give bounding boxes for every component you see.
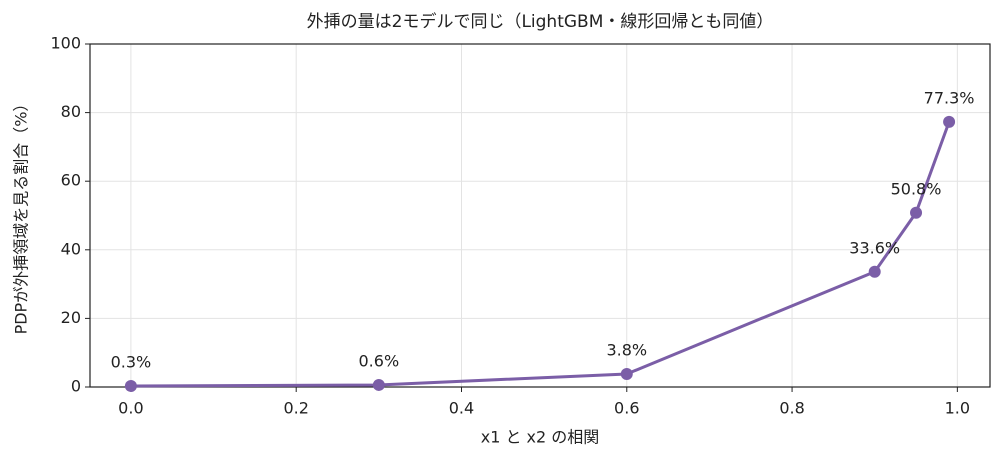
data-point (124, 379, 137, 392)
x-axis-label: x1 と x2 の相関 (481, 428, 600, 447)
x-tick-label: 0.0 (118, 399, 143, 418)
data-label: 0.3% (111, 352, 152, 371)
series-line (130, 121, 951, 388)
data-label: 50.8% (891, 179, 942, 198)
x-tick-label: 0.4 (449, 399, 474, 418)
y-tick-label: 20 (61, 308, 81, 327)
y-axis-label: PDPが外挿領域を見る割合（%） (12, 96, 31, 335)
y-tick-label: 60 (61, 171, 81, 190)
y-tick-label: 100 (50, 34, 81, 53)
y-tick-label: 0 (71, 377, 81, 396)
chart-title: 外挿の量は2モデルで同じ（LightGBM・線形回帰とも同値） (307, 11, 774, 32)
data-label: 3.8% (606, 340, 647, 359)
x-tick-label: 0.2 (283, 399, 308, 418)
y-tick-label: 40 (61, 239, 81, 258)
x-tick-label: 1.0 (945, 399, 970, 418)
data-point (372, 378, 385, 391)
data-point (868, 265, 881, 278)
data-label: 0.6% (359, 351, 400, 370)
data-label: 77.3% (924, 88, 975, 107)
data-label: 33.6% (849, 238, 900, 257)
y-tick-label: 80 (61, 102, 81, 121)
x-tick-label: 0.6 (614, 399, 639, 418)
data-point (910, 206, 923, 219)
data-point (620, 367, 633, 380)
data-point (943, 115, 956, 128)
plot-frame (89, 43, 991, 388)
x-tick-label: 0.8 (779, 399, 804, 418)
